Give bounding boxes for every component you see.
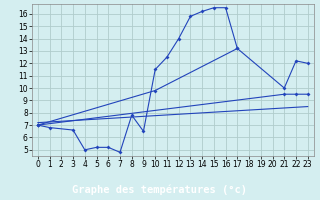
Text: Graphe des températures (°c): Graphe des températures (°c) xyxy=(73,185,247,195)
